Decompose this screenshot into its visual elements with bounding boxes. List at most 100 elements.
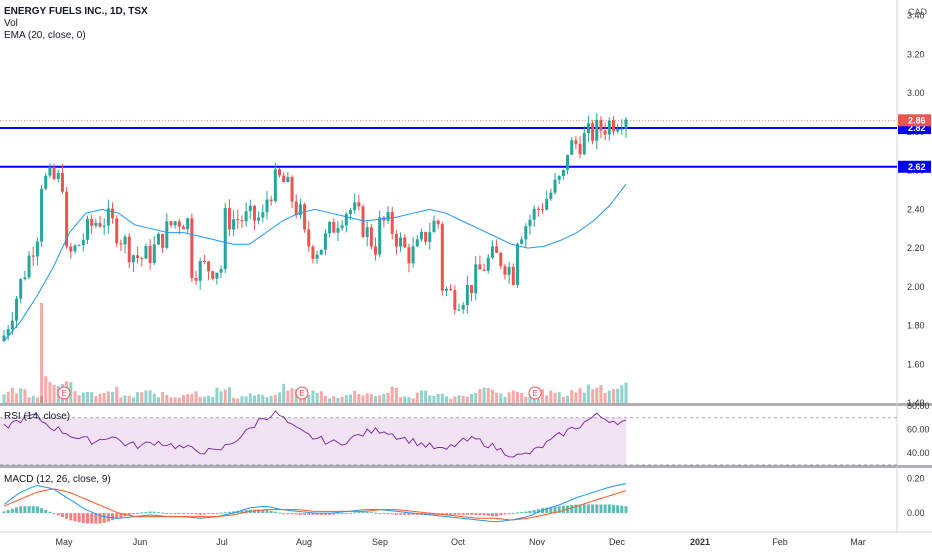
candle-body [357,202,361,207]
macd-histogram-bar [574,504,578,514]
volume-bar [348,394,352,403]
x-tick-label: Jul [216,537,228,547]
macd-histogram-bar [407,513,411,515]
macd-histogram-bar [382,513,386,515]
last-price-badge [898,114,931,127]
candle-body [215,272,219,279]
volume-bar [553,392,557,403]
macd-histogram-bar [428,513,432,515]
candle-body [248,205,252,212]
volume-bar [186,394,190,403]
candle-body [232,219,236,230]
candle-body [611,120,615,132]
macd-histogram-bar [315,513,319,515]
candle-body [440,224,444,291]
macd-histogram-bar [507,513,511,515]
volume-bar [69,382,73,403]
macd-histogram-bar [532,510,536,514]
x-tick-label: Jun [133,537,148,547]
volume-bar [90,392,94,403]
macd-histogram-bar [319,513,323,515]
volume-bar [541,389,545,403]
candle-body [511,266,515,285]
candle-body [578,143,582,155]
candle-body [165,221,169,248]
volume-bar [244,396,248,403]
macd-histogram-bar [524,511,528,514]
volume-bar [453,396,457,403]
candle-body [386,211,390,221]
volume-bar [119,397,123,403]
volume-bar [495,392,499,403]
y-tick-label: 1.40 [907,398,925,408]
volume-bar [566,395,570,403]
vol-label[interactable]: Vol [4,18,18,29]
volume-bar [140,392,144,403]
candle-body [453,290,457,310]
rsi-label[interactable]: RSI (14, close) [4,411,71,422]
candle-body [374,246,378,255]
volume-bar [332,396,336,403]
macd-histogram-bar [169,513,173,515]
volume-bar [603,393,607,403]
candle-body [474,264,478,294]
volume-bar [503,396,507,403]
candle-body [365,227,369,237]
macd-histogram-bar [570,504,574,514]
macd-histogram-bar [328,513,332,515]
macd-histogram-bar [27,506,31,514]
x-tick-label: 2021 [690,537,710,547]
y-tick-label: 1.80 [907,321,925,331]
volume-bar [436,393,440,403]
volume-bar [478,388,482,403]
chart-legend: ENERGY FUELS INC., 1D, TSX Vol EMA (20, … [4,6,148,42]
volume-bar [315,392,319,403]
x-tick-label: Nov [529,537,546,547]
macd-histogram-bar [15,507,19,514]
candle-body [444,288,448,291]
volume-bar [482,387,486,403]
candle-body [2,335,6,342]
macd-histogram-bar [457,513,461,515]
candle-body [282,175,286,183]
macd-histogram-bar [77,513,81,523]
volume-bar [15,393,19,403]
candle-body [35,241,39,257]
volume-bar [35,397,39,403]
volume-bar [307,395,311,403]
volume-bar [340,396,344,403]
volume-bar [269,395,273,403]
candle-body [252,205,256,221]
macd-histogram-bar [52,513,56,515]
macd-histogram-bar [378,513,382,515]
macd-histogram-bar [374,512,378,514]
volume-bar [323,395,327,403]
symbol-title[interactable]: ENERGY FUELS INC., 1D, TSX [4,6,148,17]
macd-label[interactable]: MACD (12, 26, close, 9) [4,474,111,485]
candle-body [428,232,432,242]
macd-histogram-bar [81,513,85,523]
candle-body [432,220,436,233]
candle-body [106,208,110,226]
candle-body [6,329,10,336]
macd-histogram-bar [511,512,515,514]
candle-body [127,236,131,263]
macd-histogram-bar [282,513,286,515]
currency-label: CAD [908,7,928,17]
macd-histogram-bar [599,504,603,514]
volume-bar [328,398,332,403]
volume-bar [257,394,261,403]
ema-label[interactable]: EMA (20, close, 0) [4,30,86,41]
earnings-label: E [299,389,304,398]
volume-bar [290,388,294,403]
volume-bar [607,390,611,403]
macd-histogram-bar [578,504,582,514]
macd-histogram-bar [557,506,561,514]
volume-bar [165,394,169,403]
candle-body [549,192,553,199]
macd-histogram-bar [261,509,265,514]
macd-histogram-bar [278,512,282,514]
volume-bar [353,390,357,403]
